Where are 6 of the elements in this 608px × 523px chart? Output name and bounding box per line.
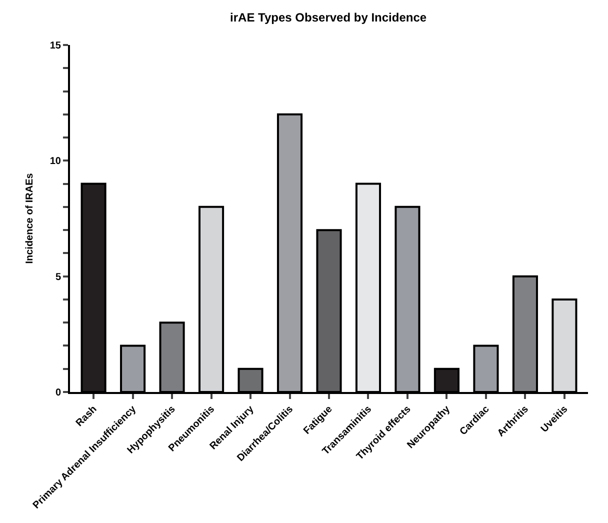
y-tick-label: 15	[50, 40, 62, 52]
y-tick-label: 5	[55, 272, 62, 283]
y-tick-label: 0	[55, 388, 62, 398]
y-tick-label: 10	[50, 156, 62, 168]
y-axis-title: Incidence of IRAEs	[24, 172, 36, 264]
chart-title: irAE Types Observed by Incidence	[230, 10, 427, 24]
